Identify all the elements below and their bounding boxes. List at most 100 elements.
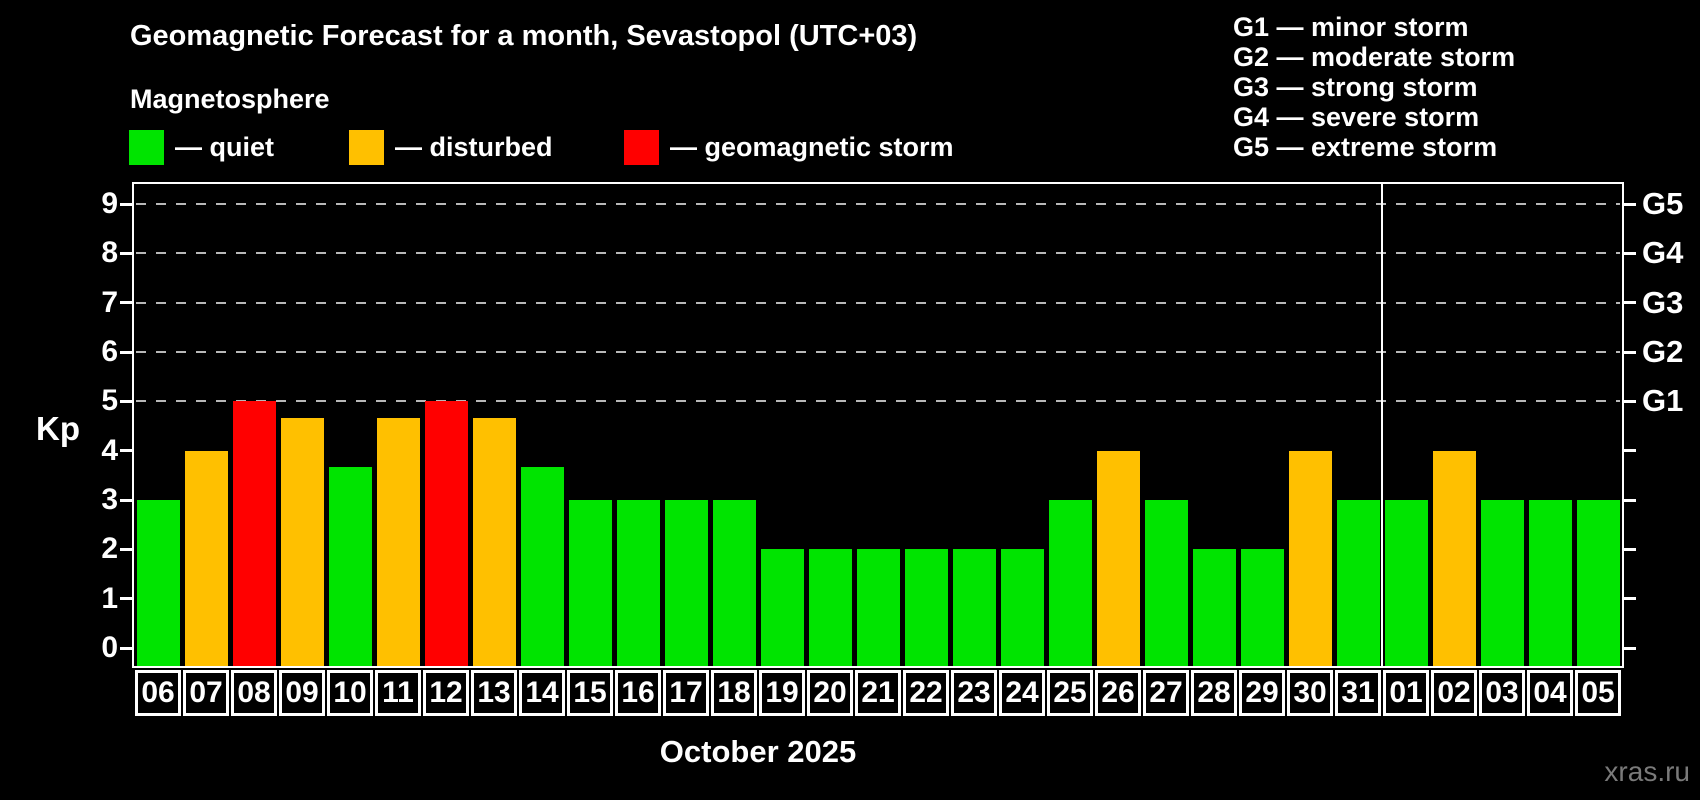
bar-day-01 (1384, 500, 1428, 666)
bar-day-25 (1048, 500, 1092, 666)
gridline-kp5 (136, 400, 1620, 403)
bar-day-16 (616, 500, 660, 666)
y-tick-right-4 (1622, 449, 1636, 453)
y-tick-right-5 (1622, 399, 1636, 403)
day-label-box-25: 25 (1047, 670, 1093, 716)
storm-scale-line-g5: G5 — extreme storm (1233, 132, 1498, 162)
bar-day-26 (1096, 450, 1140, 666)
right-axis-label-g5: G5 (1642, 186, 1684, 222)
bar-day-28 (1192, 549, 1236, 666)
day-label-box-21: 21 (855, 670, 901, 716)
day-label-box-28: 28 (1191, 670, 1237, 716)
day-label-box-02: 02 (1431, 670, 1477, 716)
y-tick-left-4 (120, 449, 134, 453)
bar-day-27 (1144, 500, 1188, 666)
bar-day-09 (280, 417, 324, 666)
y-tick-right-7 (1622, 301, 1636, 305)
chart-title: Geomagnetic Forecast for a month, Sevast… (130, 20, 918, 52)
y-tick-right-6 (1622, 350, 1636, 354)
legend-swatch-quiet (129, 130, 164, 165)
bar-day-18 (712, 500, 756, 666)
plot-area (132, 182, 1624, 668)
day-label-box-22: 22 (903, 670, 949, 716)
bar-day-02 (1432, 450, 1476, 666)
bar-day-10 (328, 466, 372, 666)
chart-subtitle: Magnetosphere (130, 84, 330, 114)
day-label-box-13: 13 (471, 670, 517, 716)
bar-day-11 (376, 417, 420, 666)
y-tick-label-3: 3 (101, 483, 118, 516)
day-label-box-19: 19 (759, 670, 805, 716)
bar-day-30 (1288, 450, 1332, 666)
bar-day-03 (1480, 500, 1524, 666)
y-tick-label-0: 0 (101, 631, 118, 664)
legend-label-quiet: — quiet (175, 132, 274, 162)
day-label-box-18: 18 (711, 670, 757, 716)
bar-day-29 (1240, 549, 1284, 666)
legend-label-storm: — geomagnetic storm (670, 132, 954, 162)
bar-day-04 (1528, 500, 1572, 666)
y-tick-label-8: 8 (101, 236, 118, 270)
y-tick-left-1 (120, 597, 134, 601)
y-tick-left-9 (120, 202, 134, 206)
day-label-box-20: 20 (807, 670, 853, 716)
day-label-box-04: 04 (1527, 670, 1573, 716)
day-label-box-16: 16 (615, 670, 661, 716)
y-axis-title: Kp (36, 410, 80, 447)
y-tick-right-3 (1622, 498, 1636, 502)
day-label-box-29: 29 (1239, 670, 1285, 716)
storm-scale-line-g1: G1 — minor storm (1233, 12, 1469, 42)
y-tick-label-9: 9 (101, 187, 118, 221)
right-axis-label-g4: G4 (1642, 235, 1684, 271)
y-tick-right-0 (1622, 646, 1636, 650)
right-axis-label-g3: G3 (1642, 284, 1684, 320)
bar-day-06 (136, 500, 180, 666)
y-tick-right-9 (1622, 202, 1636, 206)
day-label-box-12: 12 (423, 670, 469, 716)
bar-day-08 (232, 401, 276, 666)
legend-swatch-disturbed (349, 130, 384, 165)
bar-day-05 (1576, 500, 1620, 666)
day-label-box-14: 14 (519, 670, 565, 716)
day-label-box-30: 30 (1287, 670, 1333, 716)
bar-day-23 (952, 549, 996, 666)
day-label-box-17: 17 (663, 670, 709, 716)
day-label-box-08: 08 (231, 670, 277, 716)
y-tick-label-2: 2 (101, 532, 118, 566)
day-label-box-05: 05 (1575, 670, 1621, 716)
storm-scale-line-g2: G2 — moderate storm (1233, 42, 1516, 72)
day-label-box-03: 03 (1479, 670, 1525, 716)
month-separator (1381, 184, 1383, 666)
y-tick-left-8 (120, 251, 134, 255)
y-tick-left-7 (120, 301, 134, 305)
bar-day-15 (568, 500, 612, 666)
y-tick-right-1 (1622, 597, 1636, 601)
y-tick-left-5 (120, 399, 134, 403)
y-tick-label-1: 1 (101, 581, 118, 615)
bar-day-31 (1336, 500, 1380, 666)
bar-day-24 (1000, 549, 1044, 666)
day-label-box-26: 26 (1095, 670, 1141, 716)
bar-day-19 (760, 549, 804, 666)
storm-scale-line-g4: G4 — severe storm (1233, 102, 1480, 132)
day-label-box-31: 31 (1335, 670, 1381, 716)
legend-swatch-storm (624, 130, 659, 165)
day-label-box-09: 09 (279, 670, 325, 716)
right-axis-label-g1: G1 (1642, 383, 1684, 419)
day-label-box-06: 06 (135, 670, 181, 716)
legend-label-disturbed: — disturbed (395, 132, 553, 162)
day-label-box-07: 07 (183, 670, 229, 716)
gridline-kp9 (136, 203, 1620, 206)
day-label-box-15: 15 (567, 670, 613, 716)
bar-day-17 (664, 500, 708, 666)
right-axis-label-g2: G2 (1642, 334, 1684, 370)
day-label-box-10: 10 (327, 670, 373, 716)
y-tick-left-6 (120, 350, 134, 354)
bar-day-13 (472, 417, 516, 666)
x-axis-month-label: October 2025 (659, 734, 857, 769)
bar-day-21 (856, 549, 900, 666)
bar-day-20 (808, 549, 852, 666)
bar-day-22 (904, 549, 948, 666)
y-tick-label-4: 4 (101, 433, 118, 467)
